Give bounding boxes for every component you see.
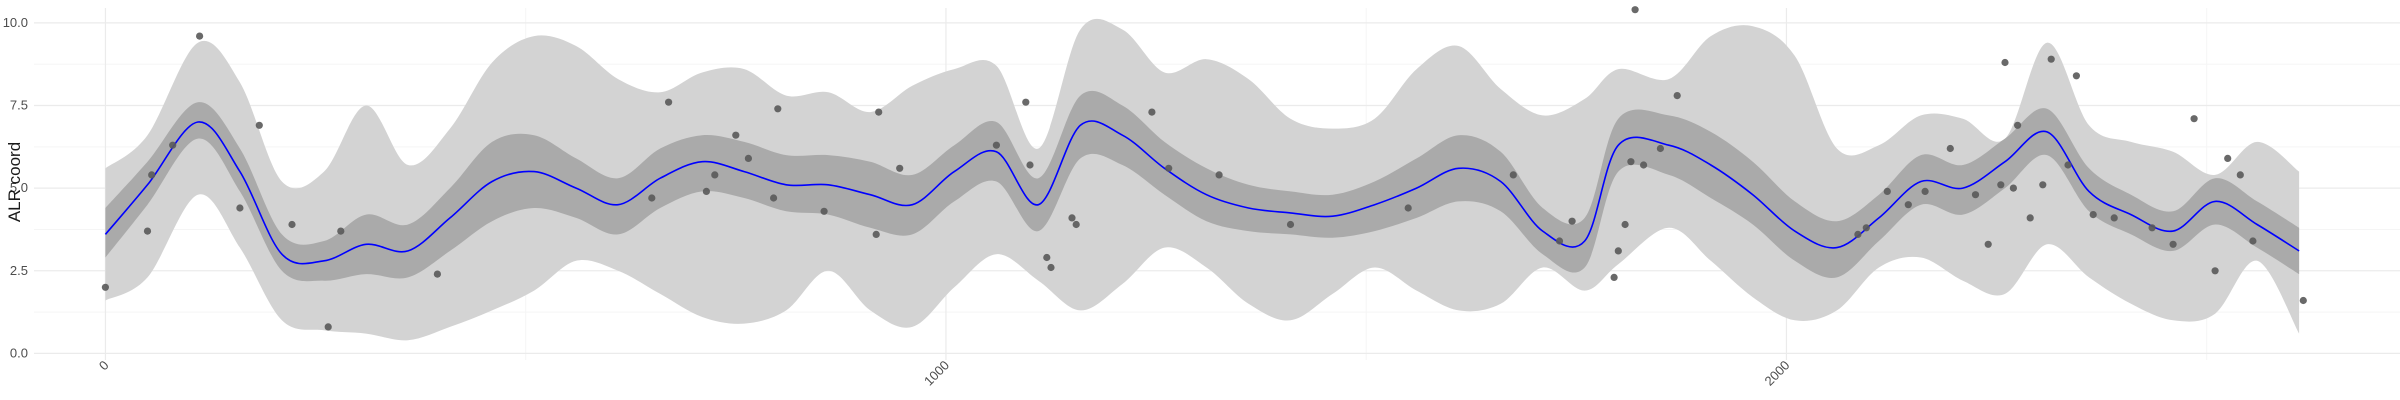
data-point bbox=[665, 98, 673, 106]
data-point bbox=[2169, 240, 2177, 248]
data-point bbox=[1509, 171, 1517, 179]
point-layer bbox=[101, 6, 2307, 331]
data-point bbox=[433, 270, 441, 278]
x-tick-label: 0 bbox=[96, 358, 112, 374]
data-point bbox=[872, 230, 880, 238]
data-point bbox=[2089, 211, 2097, 219]
data-point bbox=[1883, 187, 1891, 195]
y-tick-label: 2.5 bbox=[10, 263, 28, 278]
mean-line bbox=[104, 120, 2300, 265]
data-point bbox=[1555, 237, 1564, 245]
data-point bbox=[1904, 201, 1912, 209]
data-point bbox=[255, 121, 263, 129]
y-axis-title: ALR coord bbox=[5, 142, 24, 222]
data-point bbox=[1072, 220, 1080, 229]
data-point bbox=[1984, 240, 1992, 248]
data-point bbox=[2299, 296, 2307, 305]
data-point bbox=[196, 32, 204, 40]
data-point bbox=[101, 283, 109, 291]
band-layer bbox=[105, 18, 2300, 341]
data-point bbox=[1165, 164, 1173, 172]
data-point bbox=[732, 131, 740, 139]
data-point bbox=[288, 220, 296, 229]
data-point bbox=[744, 154, 753, 162]
data-point bbox=[711, 171, 719, 179]
data-point bbox=[1673, 92, 1681, 100]
data-point bbox=[1047, 263, 1055, 272]
data-point bbox=[2001, 58, 2009, 67]
data-point bbox=[2190, 115, 2198, 123]
data-point bbox=[169, 141, 177, 149]
data-point bbox=[1862, 224, 1870, 232]
x-tick-label: 2000 bbox=[1762, 358, 1793, 389]
data-point bbox=[1971, 191, 1980, 199]
data-point bbox=[770, 194, 778, 202]
data-point bbox=[992, 141, 1001, 149]
data-point bbox=[2110, 214, 2118, 222]
data-point bbox=[1568, 217, 1576, 225]
data-point bbox=[896, 164, 904, 172]
data-point bbox=[1997, 181, 2005, 189]
data-point bbox=[2224, 154, 2232, 162]
y-tick-label: 7.5 bbox=[10, 98, 28, 113]
data-point bbox=[2236, 171, 2244, 179]
data-point bbox=[1627, 158, 1635, 166]
data-point bbox=[2039, 181, 2047, 189]
y-tick-label: 5.0 bbox=[10, 180, 28, 195]
data-point bbox=[2064, 161, 2072, 169]
data-point bbox=[324, 323, 332, 331]
y-tick-label: 0.0 bbox=[10, 345, 28, 360]
data-point bbox=[148, 171, 156, 179]
data-point bbox=[702, 187, 711, 195]
data-point bbox=[337, 227, 345, 235]
data-point bbox=[1043, 253, 1051, 262]
x-tick-label: 1000 bbox=[921, 358, 952, 389]
data-point bbox=[1148, 108, 1156, 116]
data-point bbox=[1621, 220, 1629, 229]
data-point bbox=[236, 204, 244, 212]
data-point bbox=[1026, 161, 1034, 169]
inner-credible-band bbox=[105, 90, 2300, 282]
data-point bbox=[1854, 230, 1862, 238]
data-point bbox=[143, 227, 152, 235]
data-point bbox=[1215, 171, 1223, 179]
data-point bbox=[1946, 144, 1954, 153]
data-point bbox=[1404, 204, 1412, 212]
data-point bbox=[774, 105, 782, 113]
data-point bbox=[1921, 187, 1929, 195]
data-point bbox=[1286, 220, 1295, 229]
data-point bbox=[2014, 121, 2022, 129]
data-point bbox=[1610, 273, 1618, 281]
data-point bbox=[2211, 267, 2219, 275]
data-point bbox=[1631, 6, 1639, 14]
data-point bbox=[2009, 184, 2017, 192]
data-point bbox=[1656, 144, 1664, 153]
data-point bbox=[2072, 72, 2080, 80]
data-point bbox=[648, 194, 656, 202]
data-point bbox=[1022, 98, 1030, 106]
data-point bbox=[2249, 237, 2257, 245]
data-point bbox=[1068, 214, 1076, 222]
data-point bbox=[820, 207, 828, 215]
y-tick-label: 10.0 bbox=[3, 15, 28, 30]
data-point bbox=[1640, 161, 1648, 169]
data-point bbox=[2047, 55, 2055, 63]
data-point bbox=[2026, 214, 2034, 222]
data-point bbox=[875, 108, 883, 116]
data-point bbox=[1614, 247, 1622, 255]
line-layer bbox=[104, 120, 2300, 265]
data-point bbox=[2148, 224, 2156, 232]
